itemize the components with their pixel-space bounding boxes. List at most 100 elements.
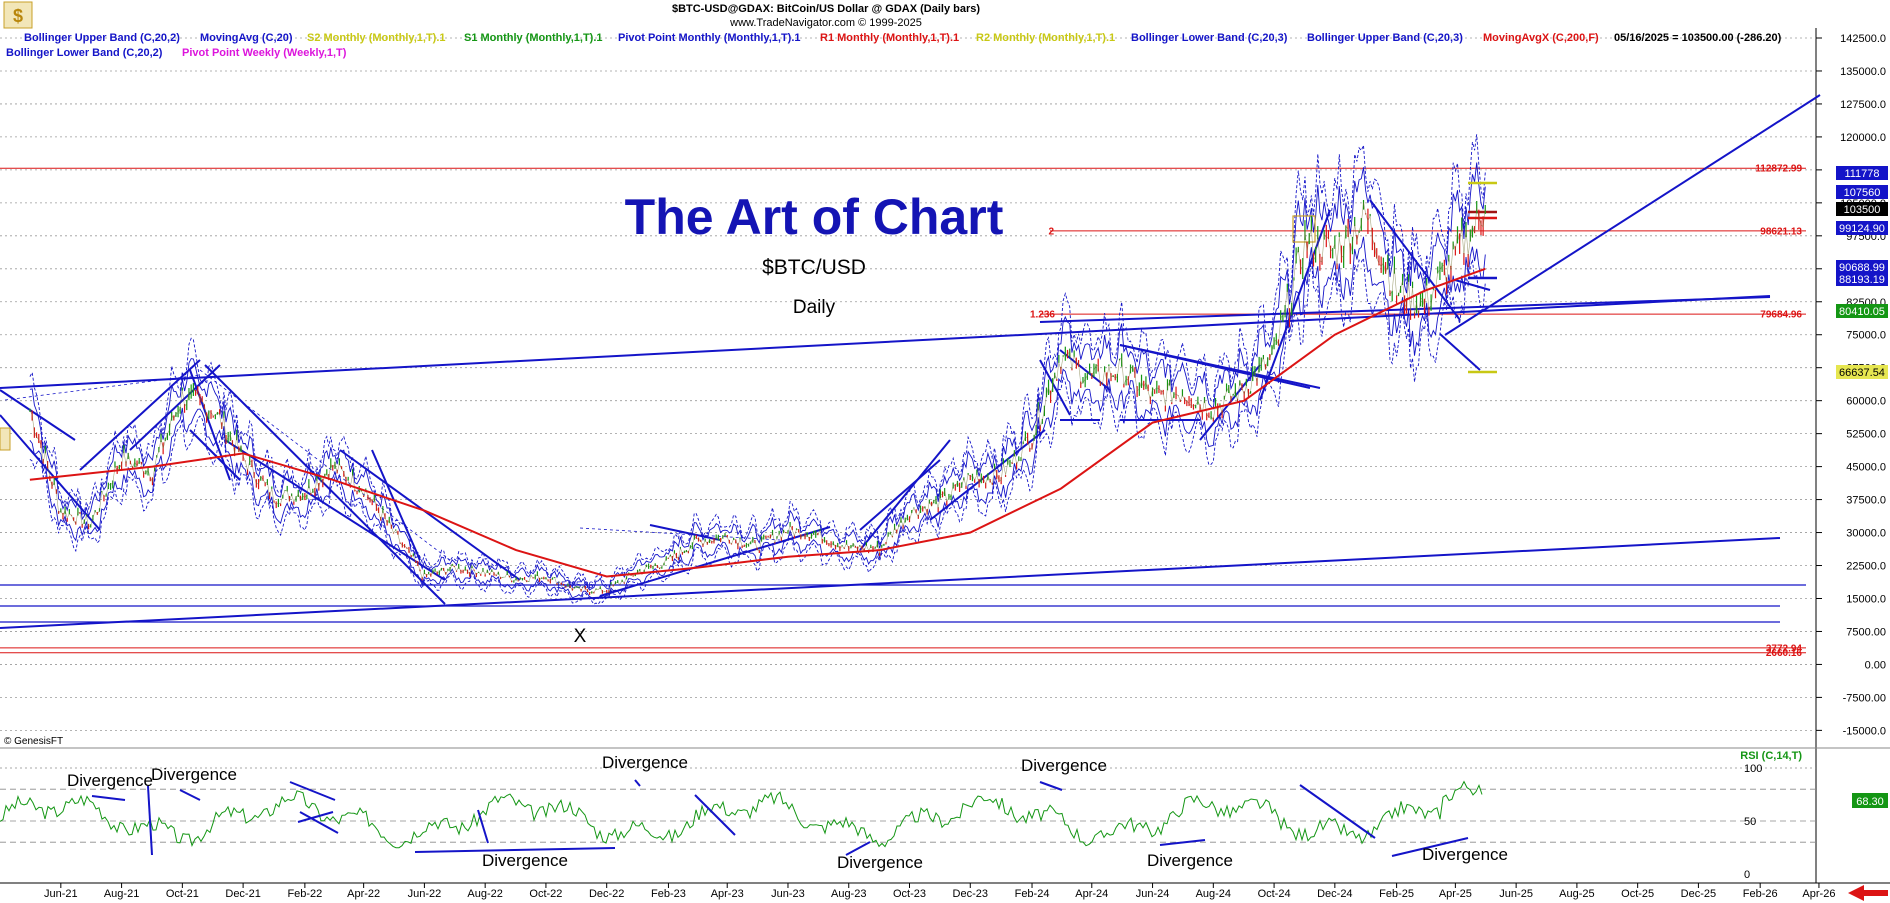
bollinger-upper-band (29, 162, 1486, 591)
divergence-line (1039, 781, 1063, 791)
time-label: Dec-22 (589, 888, 624, 900)
divergence-annotation: Divergence (1422, 845, 1508, 864)
time-label: Apr-24 (1075, 888, 1108, 900)
divergence-line (634, 779, 641, 787)
divergence-line (1391, 837, 1469, 857)
price-axis: 142500.0135000.0127500.0120000.0112500.0… (1816, 33, 1888, 737)
svg-text:$: $ (13, 6, 23, 26)
time-label: Aug-23 (831, 888, 866, 900)
price-tick-label: 52500.0 (1846, 429, 1886, 441)
low-label: 15485.86 (556, 580, 594, 590)
price-badge-text: 99124.90 (1839, 223, 1885, 235)
overlay-title: The Art of Chart (625, 189, 1004, 245)
divergence-line (477, 809, 489, 844)
price-badge-text: 90688.99 (1839, 262, 1885, 274)
price-badge-text: 88193.19 (1839, 274, 1885, 286)
divergence-line (179, 789, 201, 801)
price-badge (1836, 272, 1888, 286)
level-label: 3772.94 (1766, 643, 1803, 654)
trendline (1119, 344, 1321, 389)
level-label: 112872.99 (1755, 164, 1802, 175)
genesis-credit: © GenesisFT (4, 736, 63, 747)
fib-label: 1.236 (1030, 310, 1055, 321)
legend-row-1: Bollinger Upper Band (C,20,2) MovingAvg (… (24, 32, 1782, 44)
legend-item: S2 Monthly (Monthly,1,T).1 (307, 32, 446, 44)
time-label: Dec-24 (1317, 888, 1352, 900)
divergence-line (845, 841, 871, 856)
trendline (0, 389, 76, 441)
time-label: Feb-26 (1743, 888, 1778, 900)
price-badge-text: 80410.05 (1839, 306, 1885, 318)
time-axis: Jun-21 Aug-21 Oct-21 Dec-21 Feb-22 Apr-22 Jun-… (44, 883, 1835, 900)
divergence-annotation: Divergence (1147, 851, 1233, 870)
time-label: Feb-25 (1379, 888, 1414, 900)
divergence-annotation: Divergence (837, 853, 923, 872)
time-label: Apr-25 (1439, 888, 1472, 900)
price-marks (29, 199, 1486, 595)
time-label: Aug-25 (1559, 888, 1594, 900)
overlay-period: Daily (793, 297, 836, 318)
price-tick-label: 120000.0 (1840, 132, 1886, 144)
rsi-panel: Divergence Divergence Divergence Divergence… (0, 753, 1508, 872)
bollinger-lower-band (29, 236, 1486, 601)
divergence-annotation: Divergence (602, 753, 688, 772)
divergence-line (1159, 839, 1206, 846)
time-label: Jun-21 (44, 888, 78, 900)
trade-navigator-logo: $ (3, 1, 33, 29)
copyright-line: www.TradeNavigator.com © 1999-2025 (729, 17, 922, 29)
rsi-current-badge (1852, 793, 1888, 808)
price-tick-label: 7500.00 (1846, 626, 1886, 638)
trendline (189, 429, 241, 481)
price-tick-label: -15000.0 (1843, 725, 1886, 737)
price-badge-text: 111778 (1844, 168, 1879, 180)
trendline (1199, 364, 1261, 441)
price-tick-label: 45000.0 (1846, 462, 1886, 474)
time-label: Feb-23 (651, 888, 686, 900)
price-tick-label: 15000.0 (1846, 593, 1886, 605)
trendline (0, 414, 101, 531)
trendline (1369, 199, 1461, 321)
time-label: Dec-25 (1681, 888, 1716, 900)
time-label: Aug-24 (1196, 888, 1231, 900)
time-label: Apr-26 (1802, 888, 1835, 900)
bollinger-upper-band (29, 134, 1486, 589)
trendline (371, 449, 421, 561)
legend-row-2: Bollinger Lower Band (C,20,2) Pivot Point… (6, 47, 347, 59)
trendline (0, 295, 1771, 389)
trendline (339, 449, 521, 581)
trendline (1444, 94, 1821, 336)
legend-item: Bollinger Lower Band (C,20,3) (1131, 32, 1288, 44)
price-tick-label: 127500.0 (1840, 99, 1886, 111)
price-tick-label: 30000.0 (1846, 528, 1886, 540)
legend-item: R2 Monthly (Monthly,1,T).1 (976, 32, 1115, 44)
time-label: Feb-22 (287, 888, 322, 900)
divergence-annotation: Divergence (1021, 756, 1107, 775)
price-badge-text: 107560 (1844, 187, 1881, 199)
trendline (204, 364, 446, 605)
legend-item: Bollinger Lower Band (C,20,2) (6, 47, 163, 59)
price-tick-label: 142500.0 (1840, 33, 1886, 45)
trendline (859, 439, 951, 551)
symbol-line: $BTC-USD@GDAX: BitCoin/US Dollar @ GDAX … (672, 3, 980, 15)
time-label: Dec-23 (953, 888, 988, 900)
divergence-line (694, 794, 736, 836)
price-badge (1836, 365, 1888, 379)
level-label: 98621.13 (1760, 226, 1802, 237)
time-label: Oct-25 (1621, 888, 1654, 900)
price-badge (1836, 304, 1888, 318)
price-badge-text: 66637.54 (1839, 367, 1885, 379)
price-tick-label: -7500.00 (1843, 692, 1886, 704)
time-label: Oct-23 (893, 888, 926, 900)
divergence-line (147, 785, 153, 856)
price-line (29, 202, 1486, 594)
scroll-right-arrow-icon[interactable] (1848, 885, 1888, 901)
moving-average-200 (29, 267, 1486, 578)
rsi-tick-label: 50 (1744, 816, 1756, 828)
divergence-line (91, 795, 126, 801)
time-label: Oct-24 (1258, 888, 1291, 900)
trendline (1039, 359, 1071, 416)
divergence-line (414, 847, 616, 853)
time-label: Oct-21 (166, 888, 199, 900)
trendline-guide (4, 374, 201, 401)
